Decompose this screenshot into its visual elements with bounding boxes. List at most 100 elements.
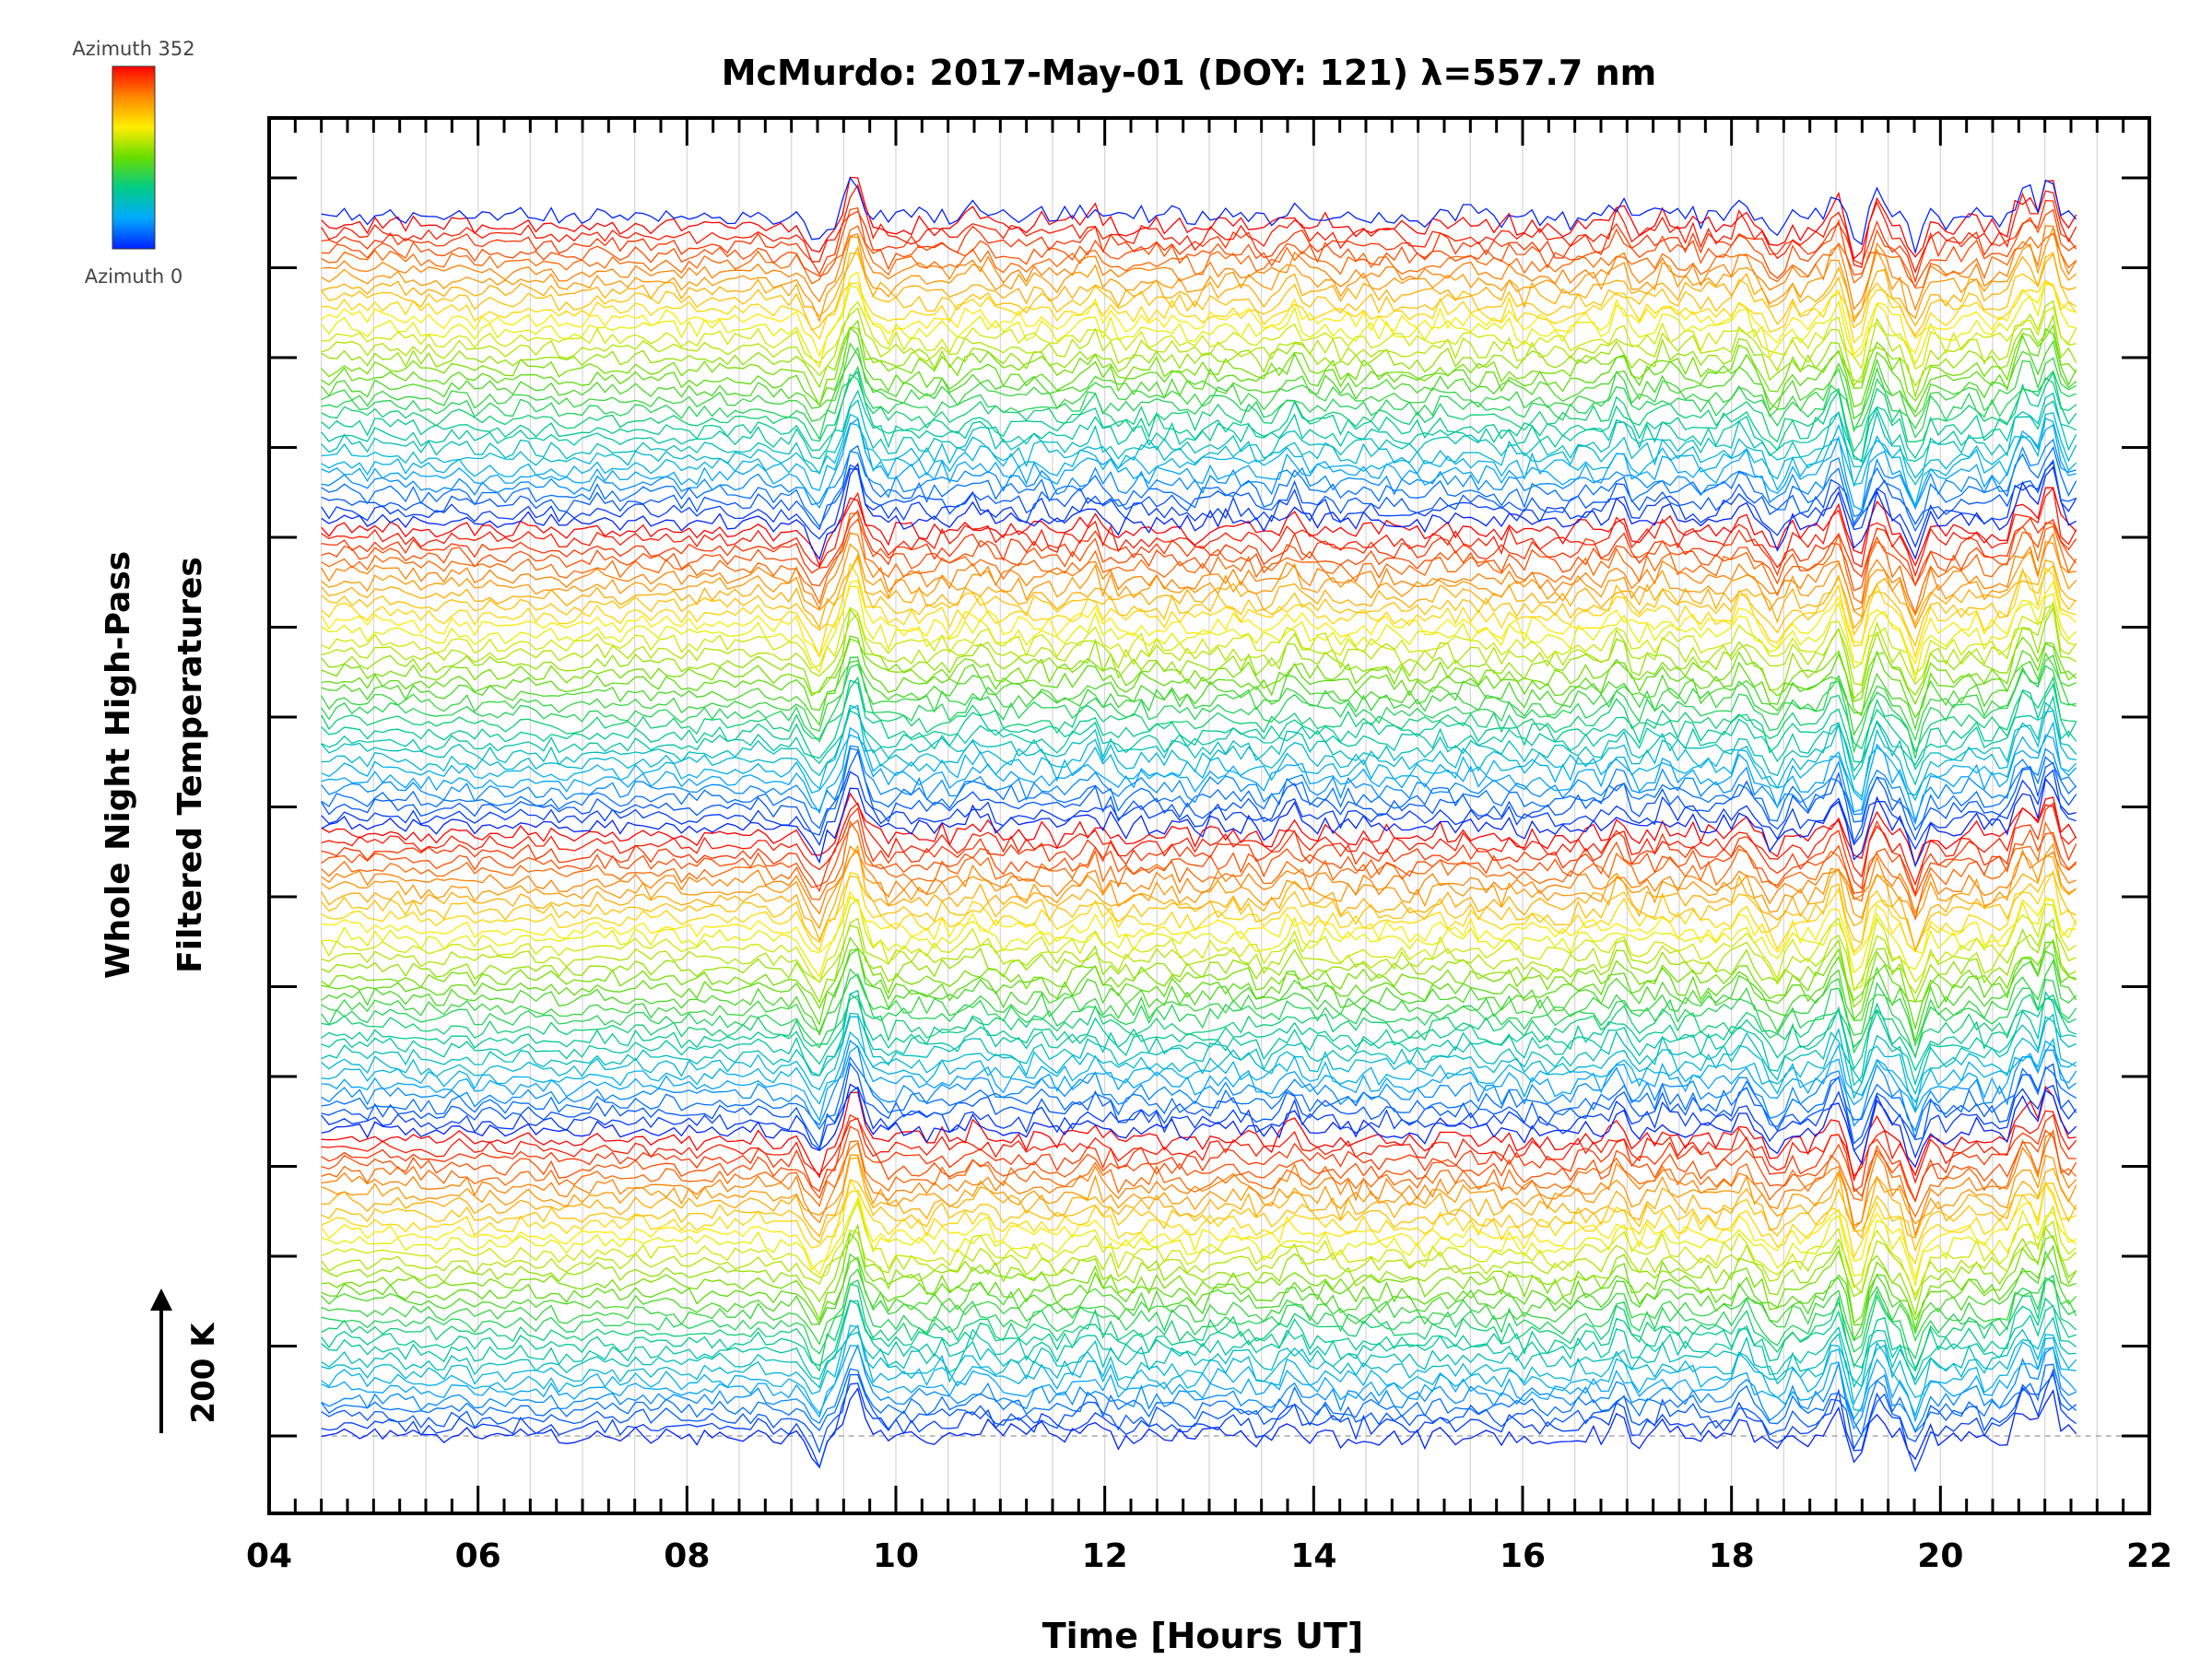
trace-line <box>321 532 2077 617</box>
chart-title: McMurdo: 2017-May-01 (DOY: 121) λ=557.7 … <box>722 53 1657 93</box>
trace-line <box>321 869 2077 954</box>
trace-line <box>321 509 2077 587</box>
trace-line <box>321 1179 2077 1253</box>
trace-line <box>321 1154 2077 1230</box>
trace-line <box>321 701 2077 786</box>
scale-indicator: 200 K <box>150 1288 222 1433</box>
trace-line <box>321 1085 2077 1182</box>
trace-line <box>321 562 2077 659</box>
trace-line <box>321 1250 2077 1342</box>
trace-line <box>321 721 2077 802</box>
trace-line <box>321 1324 2077 1418</box>
trace-line <box>321 1244 2077 1332</box>
trace-line <box>321 518 2077 592</box>
trace-line <box>321 389 2077 464</box>
trace-line <box>321 676 2077 754</box>
trace-line <box>321 777 2077 868</box>
trace-line <box>321 694 2077 772</box>
axes-frame <box>267 116 2151 1515</box>
trace-line <box>321 1300 2077 1389</box>
trace-line <box>321 1110 2077 1184</box>
trace-line <box>321 1343 2077 1432</box>
trace-line <box>321 1125 2077 1203</box>
trace-line <box>321 418 2077 512</box>
trace-line <box>321 326 2077 414</box>
trace-line <box>321 339 2077 420</box>
trace-line <box>321 271 2077 358</box>
x-tick-label: 08 <box>664 1537 710 1575</box>
trace-line <box>321 580 2077 665</box>
trace-line <box>321 604 2077 687</box>
trace-line <box>321 1372 2077 1454</box>
trace-line <box>321 1297 2077 1371</box>
scale-label: 200 K <box>185 1322 222 1424</box>
trace-line <box>321 663 2077 759</box>
trace-line <box>321 941 2077 1031</box>
trace-line <box>321 652 2077 732</box>
x-axis-label: Time [Hours UT] <box>1042 1616 1364 1656</box>
trace-line <box>321 199 2077 284</box>
trace-line <box>321 438 2077 518</box>
trace-line <box>321 747 2077 831</box>
trace-line <box>321 936 2077 1010</box>
trace-line <box>321 392 2077 486</box>
trace-line <box>321 1268 2077 1346</box>
trace-line <box>321 947 2077 1042</box>
trace-line <box>321 1084 2077 1159</box>
trace-line <box>321 1178 2077 1281</box>
trace-line <box>321 636 2077 706</box>
trace-line <box>321 1345 2077 1423</box>
trace-line <box>321 1196 2077 1288</box>
trace-line <box>321 225 2077 312</box>
trace-line <box>321 1316 2077 1389</box>
trace-line <box>321 872 2077 953</box>
trace-line <box>321 553 2077 629</box>
temperature-traces <box>321 176 2077 1473</box>
x-tick-labels: 04 06 08 10 12 14 16 18 20 22 <box>246 1537 2172 1575</box>
trace-line <box>321 749 2077 845</box>
trace-line <box>321 769 2077 851</box>
trace-line <box>321 1200 2077 1297</box>
trace-line <box>321 1157 2077 1240</box>
trace-line <box>321 512 2077 615</box>
trace-line <box>321 1012 2077 1096</box>
x-tick-label: 14 <box>1290 1537 1336 1575</box>
trace-line <box>321 635 2077 719</box>
trace-line <box>321 844 2077 952</box>
trace-line <box>321 802 2077 887</box>
trace-line <box>321 989 2077 1087</box>
y-label-line-1: Whole Night High-Pass <box>100 551 137 979</box>
trace-line <box>321 1113 2077 1203</box>
trace-line <box>321 704 2077 802</box>
trace-line <box>321 845 2077 915</box>
trace-line <box>321 1055 2077 1140</box>
trace-line <box>321 726 2077 822</box>
trace-line <box>321 606 2077 700</box>
trace-line <box>321 252 2077 336</box>
y-axis-label: Whole Night High-Pass Filtered Temperatu… <box>100 551 209 979</box>
x-tick-label: 16 <box>1500 1537 1546 1575</box>
x-tick-label: 20 <box>1917 1537 1963 1575</box>
trace-line <box>321 370 2077 462</box>
trace-line <box>321 245 2077 327</box>
trace-line <box>321 1223 2077 1317</box>
trace-line <box>321 959 2077 1048</box>
trace-line <box>321 282 2077 369</box>
x-tick-label: 06 <box>455 1537 501 1575</box>
trace-line <box>321 313 2077 399</box>
trace-line <box>321 225 2077 324</box>
trace-line <box>321 417 2077 508</box>
trace-line <box>321 279 2077 344</box>
y-label-line-2: Filtered Temperatures <box>171 557 209 973</box>
trace-line <box>321 745 2077 825</box>
trace-line <box>321 890 2077 957</box>
trace-line <box>321 993 2077 1072</box>
colorbar-top-label: Azimuth 352 <box>72 38 194 60</box>
trace-line <box>321 1368 2077 1473</box>
trace-line <box>321 1062 2077 1150</box>
trace-line <box>321 679 2077 771</box>
trace-line <box>321 206 2077 288</box>
trace-line <box>321 994 2077 1058</box>
trace-line <box>321 898 2077 991</box>
